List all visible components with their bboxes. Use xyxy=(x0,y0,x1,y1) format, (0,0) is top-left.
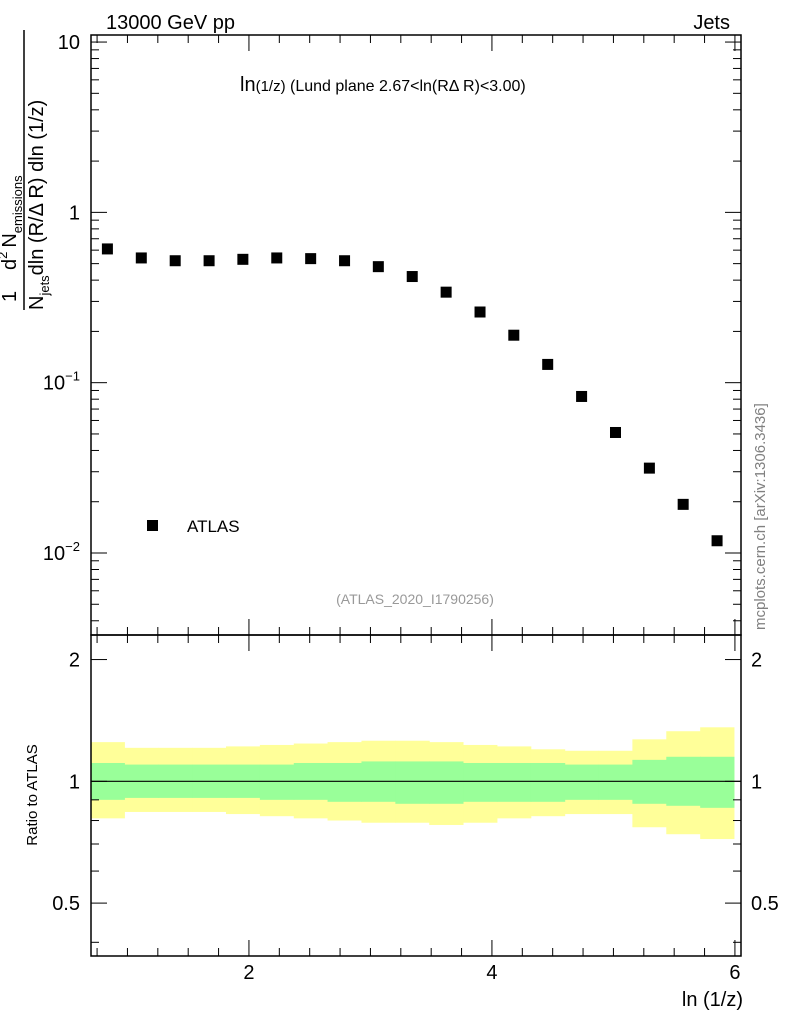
main-ytick-label: 1 xyxy=(69,202,80,224)
ylabel-numerator: d2 Nemissions xyxy=(0,175,25,270)
band-inner-bin xyxy=(259,764,295,800)
ylabel-denominator: Njetsdln (R/Δ R) dln (1/z) xyxy=(26,100,52,310)
data-point xyxy=(440,286,452,298)
ratio-ytick-labels: 2 2 1 1 0.5 0.5 xyxy=(52,650,779,916)
band-inner-bin xyxy=(700,756,735,808)
xtick-label: 4 xyxy=(486,962,497,984)
data-point xyxy=(339,255,351,267)
data-point xyxy=(372,261,384,273)
ratio-ytick-label-left: 0.5 xyxy=(52,893,80,915)
ylabel-n-sub: emissions xyxy=(10,175,25,233)
data-point xyxy=(101,243,113,255)
main-plot-frame xyxy=(90,34,742,636)
ratio-plot-frame xyxy=(90,634,742,957)
data-point xyxy=(576,390,588,402)
mcplots-side-label: mcplots.cern.ch [arXiv:1306.3436] xyxy=(752,403,769,630)
ratio-ytick-label-right: 0.5 xyxy=(751,893,779,915)
ylabel-n: N xyxy=(0,233,21,247)
ylabel-d-exp: 2 xyxy=(0,252,10,259)
band-inner-bin xyxy=(395,761,430,804)
band-inner-bin xyxy=(429,761,464,804)
ylabel-nj-sub: jets xyxy=(37,275,52,297)
ylabel-prefix: 1 xyxy=(0,291,21,302)
main-ylabel: 1 d2 Nemissions Njetsdln (R/Δ R) dln (1/z… xyxy=(0,30,52,310)
ratio-panel: 2 2 1 1 0.5 0.5 2 4 6 Ratio to ATLAS ln (1/z) xyxy=(24,634,779,1011)
data-point xyxy=(677,498,689,510)
ratio-xtick-labels: 2 4 6 xyxy=(243,962,740,984)
main-ytick-base: 10 xyxy=(58,32,80,54)
ylabel-nj: N xyxy=(26,296,48,310)
energy-label: 13000 GeV pp xyxy=(106,12,235,34)
ratio-ylabel: Ratio to ATLAS xyxy=(24,744,41,845)
title-sub: (1/z) xyxy=(256,78,286,95)
main-ytick-base: 10 xyxy=(43,543,65,565)
data-point xyxy=(406,271,418,283)
band-inner-bin xyxy=(496,762,532,802)
main-ytick-base: 10 xyxy=(43,373,65,395)
process-label: Jets xyxy=(693,12,730,34)
xaxis-label: ln (1/z) xyxy=(682,989,743,1011)
data-point xyxy=(643,462,655,474)
ratio-ytick-label-left: 1 xyxy=(69,771,80,793)
atlas-data-points xyxy=(101,243,723,547)
data-point xyxy=(474,306,486,318)
data-point xyxy=(169,255,181,267)
main-axis-ticks xyxy=(91,35,741,635)
ratio-ytick-label-left: 2 xyxy=(69,650,80,672)
data-point xyxy=(237,253,249,265)
main-title: ln(1/z) (Lund plane 2.67<ln(RΔ R)<3.00) xyxy=(240,74,526,96)
xtick-label: 6 xyxy=(729,962,740,984)
main-ytick-exp: −1 xyxy=(65,369,80,384)
ylabel-den-rest: dln (R/Δ R) dln (1/z) xyxy=(26,100,48,276)
legend-marker xyxy=(147,520,158,531)
data-point xyxy=(711,535,723,547)
ratio-axis-ticks xyxy=(91,635,741,956)
data-point xyxy=(508,329,520,341)
data-point xyxy=(135,252,147,264)
title-rest: (Lund plane 2.67<ln(RΔ R)<3.00) xyxy=(286,78,526,95)
xtick-label: 2 xyxy=(243,962,254,984)
band-inner-bin xyxy=(463,762,498,802)
data-point xyxy=(203,255,215,267)
main-ytick-base: 1 xyxy=(69,202,80,224)
main-ytick-exp: −2 xyxy=(65,539,80,554)
data-point xyxy=(305,253,317,265)
ylabel-d: d xyxy=(0,259,21,270)
data-point xyxy=(609,426,621,438)
band-inner-bin xyxy=(564,764,600,800)
ratio-ytick-label-right: 2 xyxy=(751,650,762,672)
ratio-ytick-label-right: 1 xyxy=(751,771,762,793)
band-inner-bin xyxy=(598,764,633,800)
main-ytick-label: 10−1 xyxy=(43,369,80,395)
band-inner-bin xyxy=(327,762,362,802)
data-point xyxy=(542,358,554,370)
data-point xyxy=(271,252,283,264)
main-ytick-label: 10 xyxy=(58,32,80,54)
title-main: ln xyxy=(240,74,256,96)
band-inner-bin xyxy=(530,762,566,802)
legend-label: ATLAS xyxy=(187,517,240,536)
main-ytick-label: 10−2 xyxy=(43,539,80,565)
analysis-label: (ATLAS_2020_I1790256) xyxy=(336,591,494,607)
